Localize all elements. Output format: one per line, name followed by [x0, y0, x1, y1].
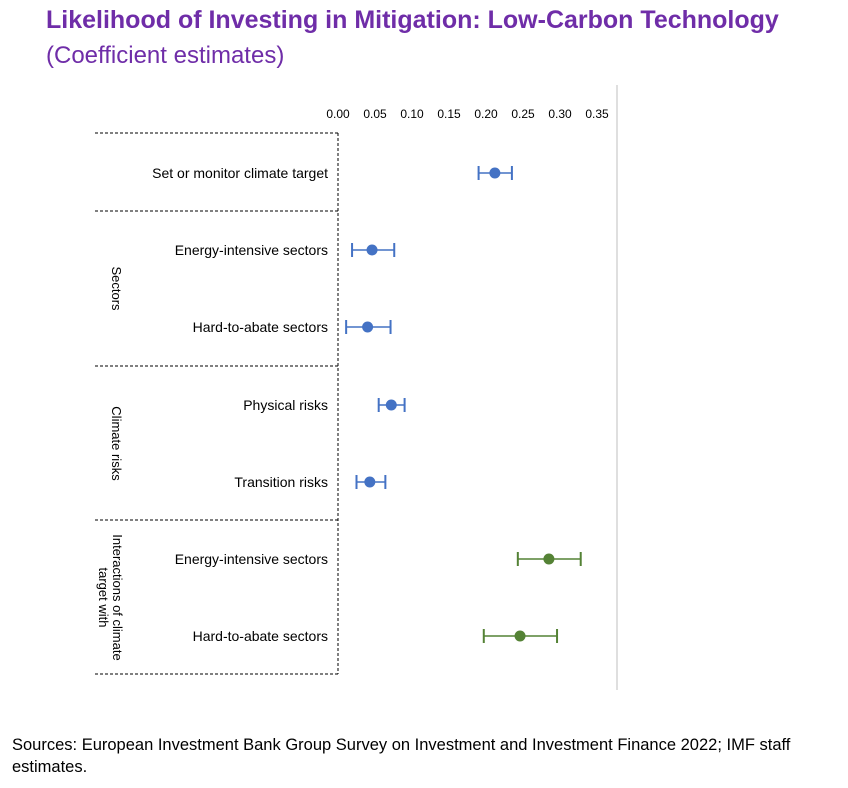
coefficient-point	[514, 630, 526, 642]
row-label: Hard-to-abate sectors	[193, 319, 328, 335]
row-label: Physical risks	[243, 397, 328, 413]
coefficient-point	[364, 476, 376, 488]
group-label: Climate risks	[109, 406, 124, 481]
x-tick-label: 0.05	[363, 107, 387, 121]
x-tick-label: 0.00	[326, 107, 350, 121]
coefficient-point	[543, 553, 555, 565]
coefficient-chart: 0.00 0.05 0.10 0.15 0.20 0.25 0.30 0.35 Sectors C…	[95, 85, 618, 690]
group-label: target with	[96, 568, 111, 628]
row-label: Set or monitor climate target	[152, 165, 328, 181]
group-label: Interactions of climate	[110, 534, 125, 660]
coefficient-point	[489, 167, 501, 179]
row-label: Energy-intensive sectors	[175, 242, 328, 258]
row-label: Hard-to-abate sectors	[193, 628, 328, 644]
group-label: Sectors	[109, 266, 124, 311]
x-tick-label: 0.35	[585, 107, 609, 121]
row-label: Transition risks	[234, 474, 328, 490]
chart-title: Likelihood of Investing in Mitigation: L…	[46, 6, 779, 34]
coefficient-point	[385, 399, 397, 411]
x-tick-label: 0.10	[400, 107, 424, 121]
x-tick-label: 0.15	[437, 107, 461, 121]
coefficient-point	[362, 321, 374, 333]
row-label: Energy-intensive sectors	[175, 551, 328, 567]
sources-note: Sources: European Investment Bank Group …	[12, 736, 791, 776]
x-tick-label: 0.30	[548, 107, 572, 121]
x-tick-label: 0.20	[474, 107, 498, 121]
coefficient-point	[366, 244, 378, 256]
chart-subtitle: (Coefficient estimates)	[46, 42, 285, 69]
x-tick-label: 0.25	[511, 107, 535, 121]
